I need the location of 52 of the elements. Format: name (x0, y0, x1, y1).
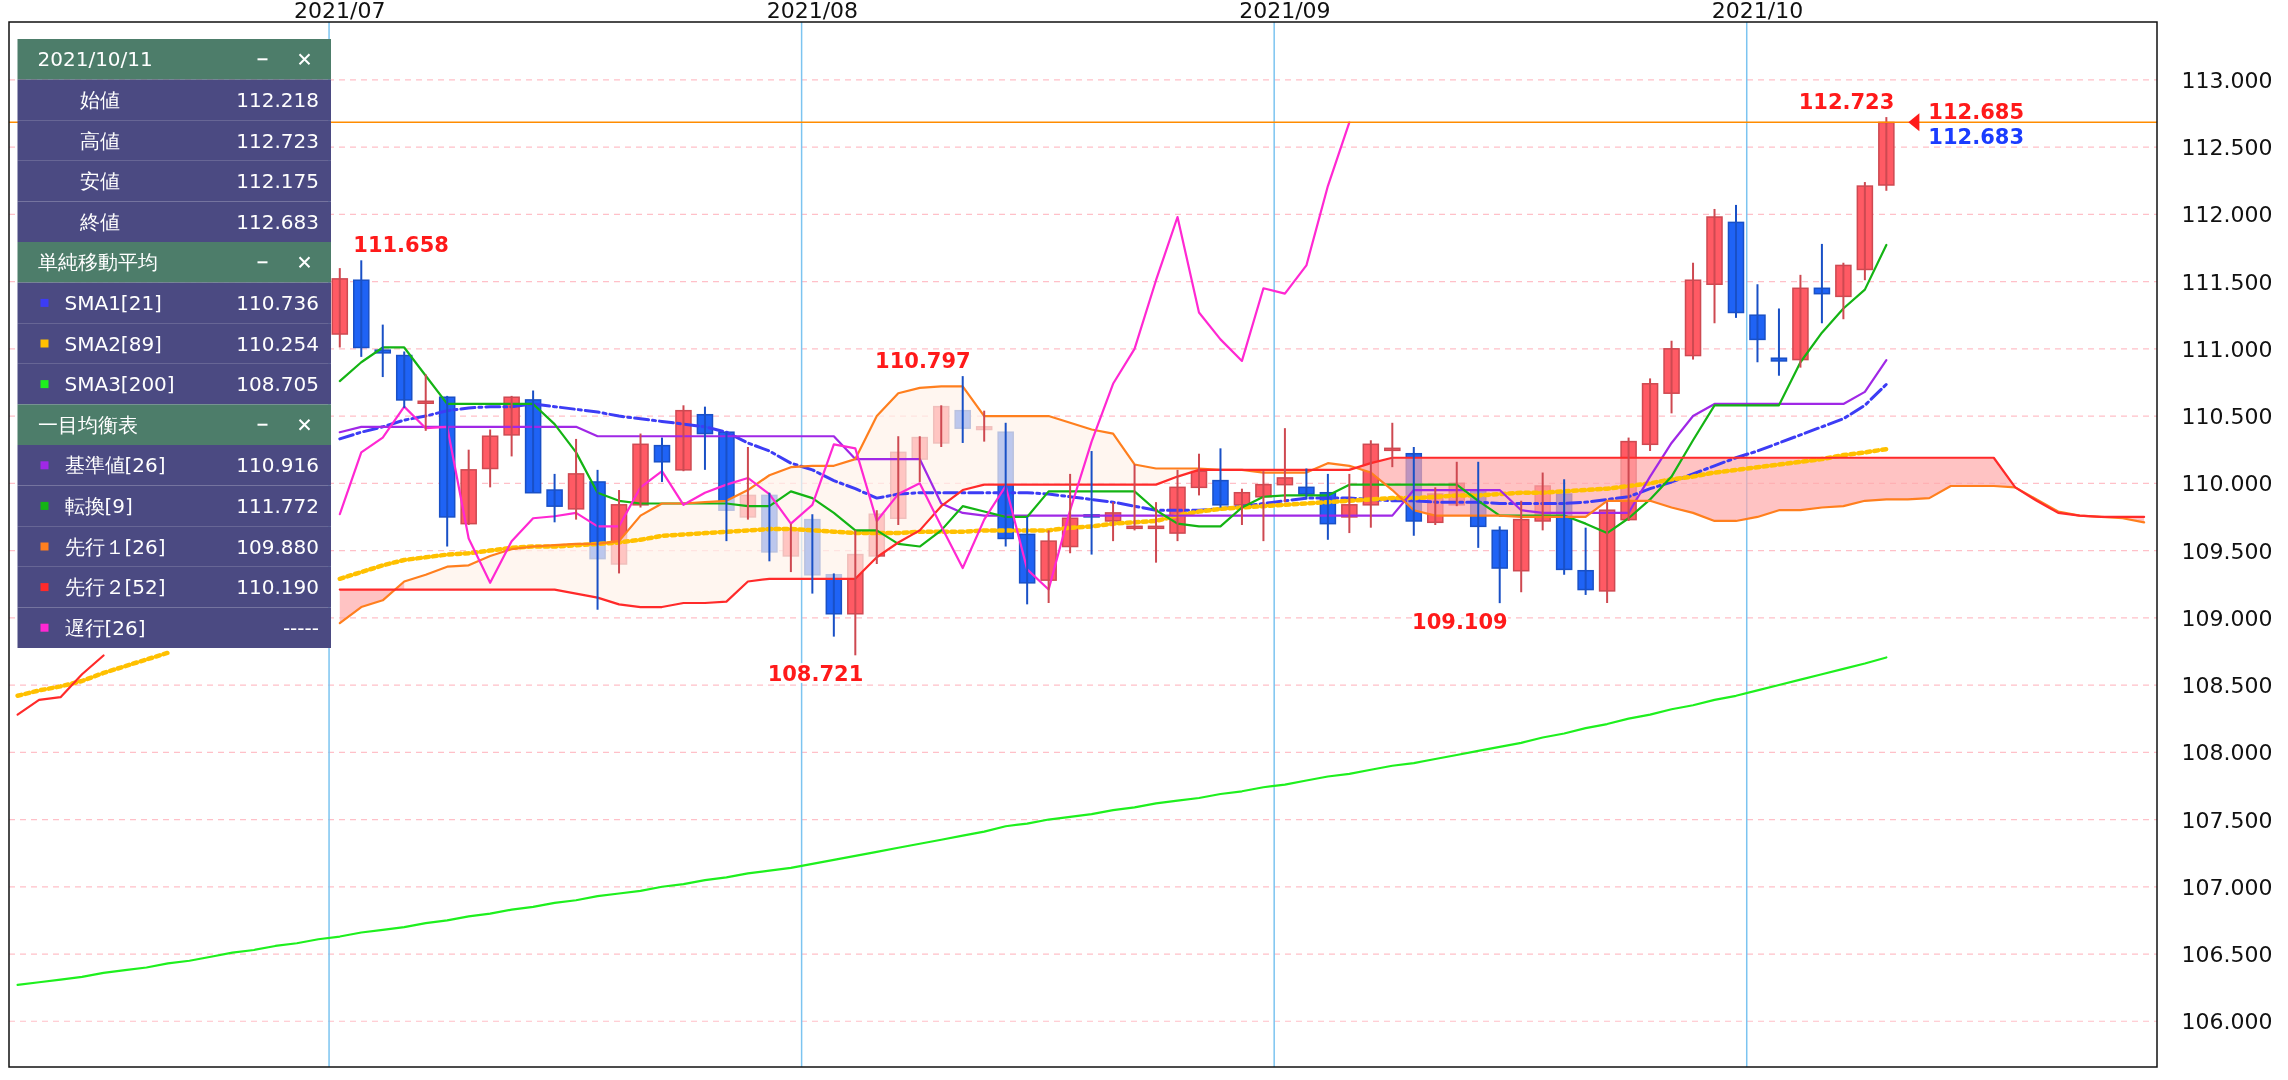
y-tick-label: 113.000 (2181, 67, 2273, 93)
annotation: 112.723 (236, 128, 319, 153)
y-tick-label: 106.000 (2181, 1009, 2273, 1035)
annotation: 110.736 (236, 290, 319, 315)
annotation: 111.658 (353, 233, 449, 258)
annotation: 112.683 (236, 209, 319, 234)
annotation: 一目均衡表 (37, 412, 138, 437)
legend-label: 基準値[26] (64, 453, 166, 478)
annotation: ----- (282, 615, 319, 640)
y-tick-label: 108.500 (2181, 673, 2273, 699)
legend-label: 遅行[26] (64, 615, 146, 640)
y-tick-label: 107.500 (2181, 807, 2273, 833)
annotation: 高値 (79, 128, 120, 153)
annotation: 安値 (79, 169, 120, 194)
legend-label: 先行１[26] (64, 534, 166, 559)
annotation: 始値 (79, 87, 120, 112)
y-tick-label: 111.000 (2181, 336, 2273, 362)
y-tick-label: 109.500 (2181, 538, 2273, 564)
legend-label: 転換[9] (64, 493, 133, 518)
annotation: 109.109 (1412, 610, 1508, 635)
y-tick-label: 112.000 (2181, 202, 2273, 228)
annotation: 110.797 (875, 349, 971, 374)
annotation: 終値 (78, 209, 120, 234)
annotation: 111.772 (236, 493, 319, 518)
x-tick-label: 2021/09 (1239, 0, 1331, 23)
legend-label: 先行２[52] (64, 575, 166, 600)
y-tick-label: 108.000 (2181, 740, 2273, 766)
y-tick-label: 109.000 (2181, 605, 2273, 631)
legend-label: SMA3[200] (64, 372, 175, 397)
annotation: 112.218 (236, 87, 319, 112)
annotation: 単純移動平均 (37, 250, 158, 275)
y-tick-label: 111.500 (2181, 269, 2273, 295)
annotation: 112.723 (1798, 90, 1895, 115)
legend-label: SMA2[89] (64, 331, 162, 356)
y-tick-label: 107.000 (2181, 874, 2273, 900)
annotation: 112.175 (236, 169, 319, 194)
x-tick-label: 2021/10 (1711, 0, 1804, 23)
y-tick-label: 106.500 (2181, 942, 2273, 968)
x-tick-label: 2021/08 (766, 0, 859, 23)
annotation: 110.916 (236, 453, 319, 478)
y-tick-label: 110.000 (2181, 471, 2273, 497)
y-tick-label: 110.500 (2181, 404, 2273, 430)
x-tick-label: 2021/07 (294, 0, 386, 23)
annotation: 112.683 (1928, 125, 2025, 150)
ref-line-label: 112.685 (1928, 100, 2025, 125)
annotation: 109.880 (236, 534, 319, 559)
legend-title: 2021/10/11 (37, 47, 153, 72)
legend-label: SMA1[21] (64, 290, 162, 315)
annotation: 110.190 (236, 575, 319, 600)
annotation: 108.705 (236, 372, 319, 397)
annotation: 110.254 (236, 331, 319, 356)
y-tick-label: 112.500 (2181, 135, 2273, 161)
